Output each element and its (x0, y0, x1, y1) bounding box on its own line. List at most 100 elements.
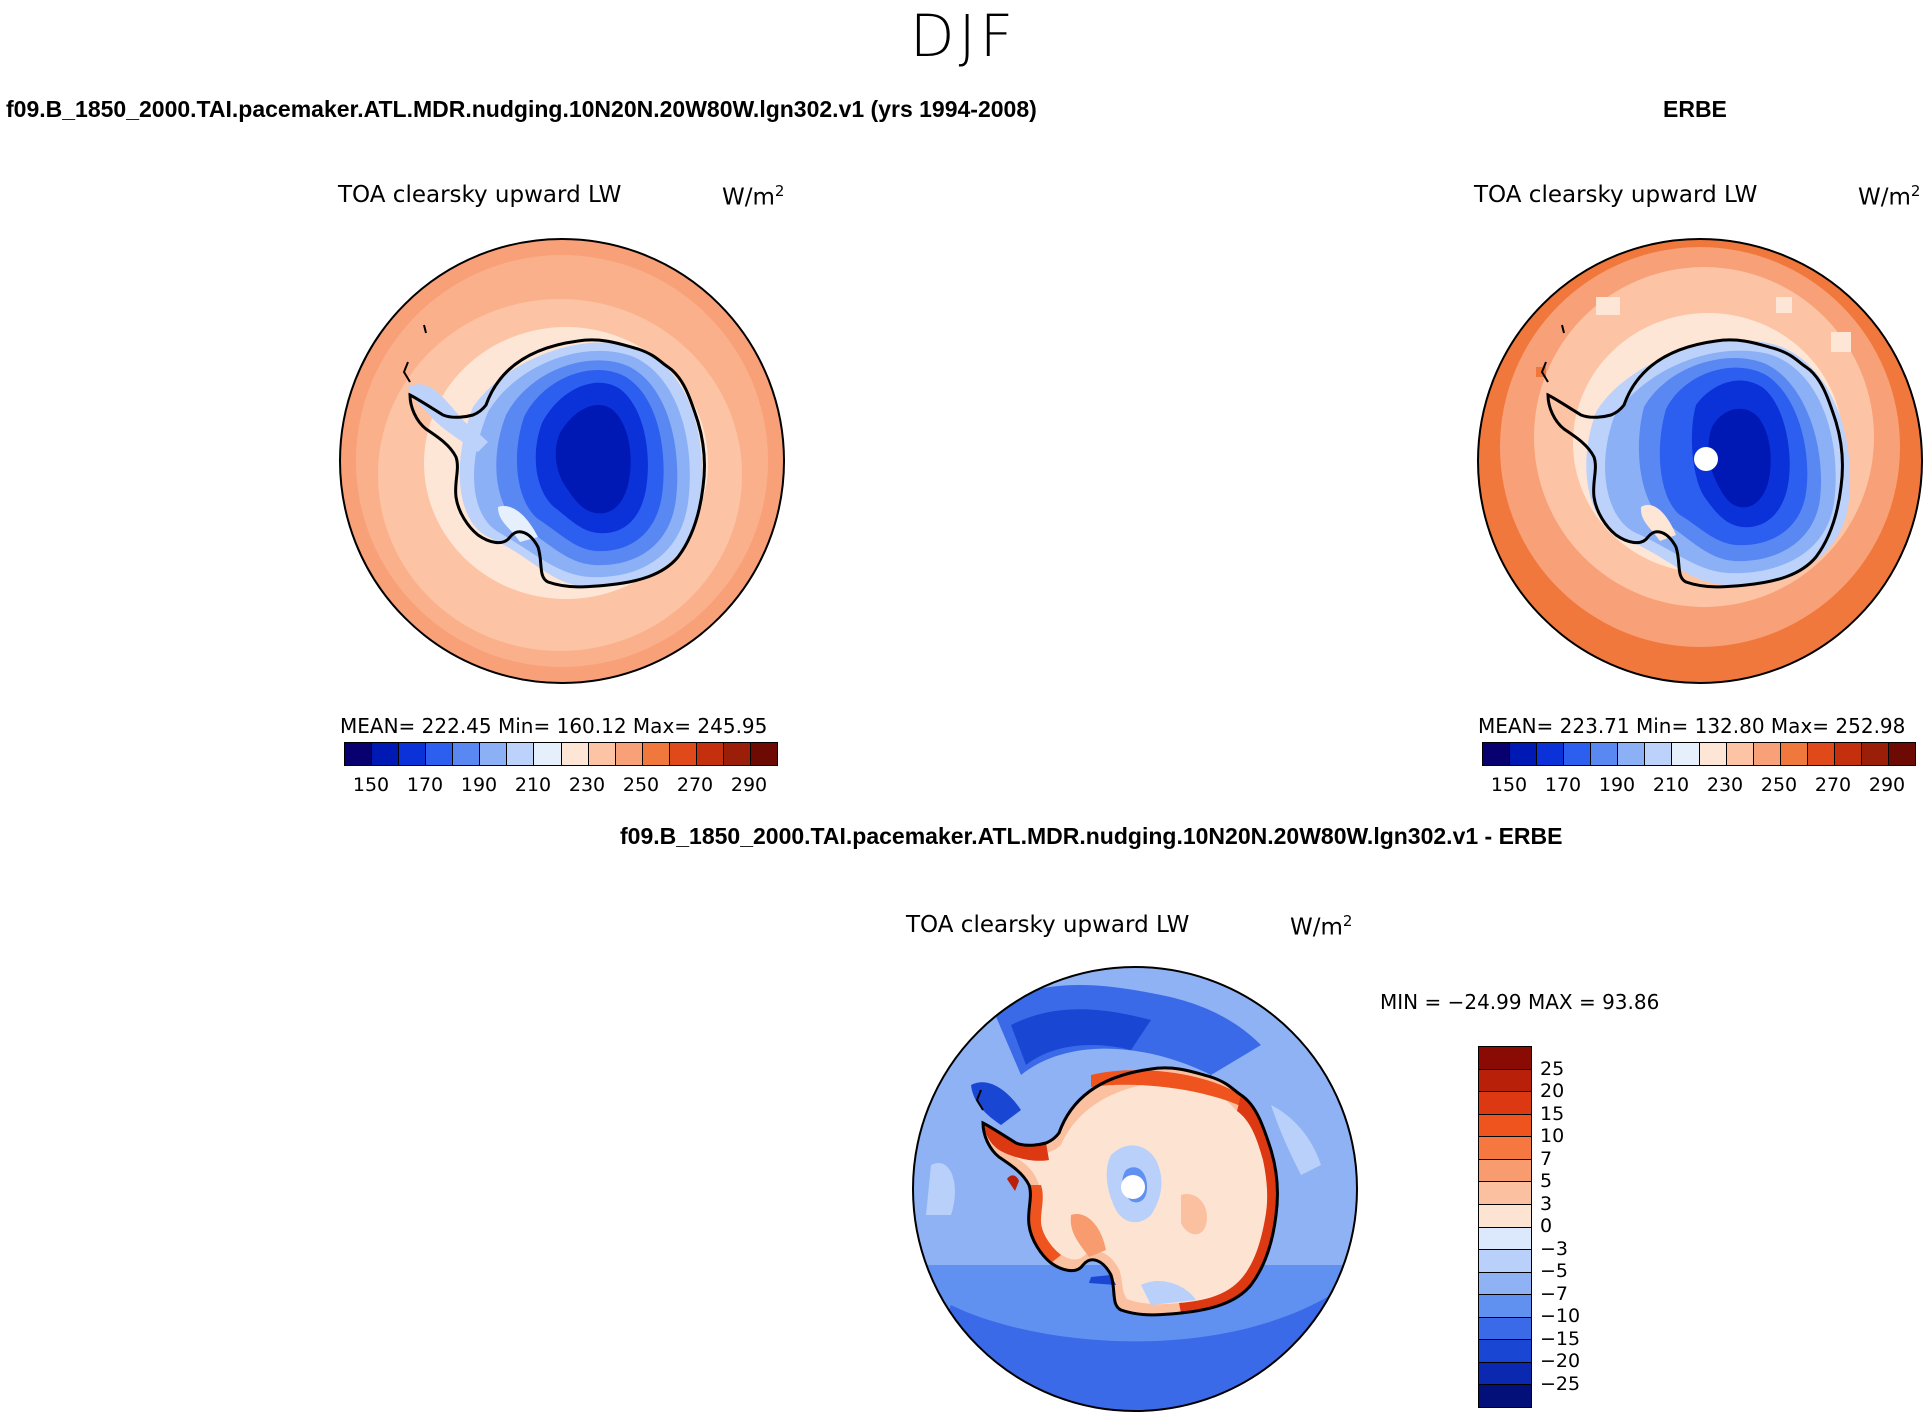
colorbar-tick-label: 230 (568, 774, 606, 796)
colorbar-swatch (1537, 743, 1565, 765)
colorbar-swatch (1753, 743, 1781, 765)
colorbar-swatch (1479, 1385, 1531, 1407)
colorbar-swatch (1861, 743, 1889, 765)
model-colorbar (344, 742, 778, 766)
colorbar-swatch (1672, 743, 1700, 765)
colorbar-swatch (1564, 743, 1592, 765)
colorbar-swatch (345, 743, 373, 765)
colorbar-swatch (1479, 1069, 1531, 1093)
colorbar-swatch (1479, 1114, 1531, 1138)
colorbar-tick-label: 150 (1490, 774, 1528, 796)
colorbar-tick-label: 20 (1540, 1080, 1565, 1102)
diff-colorbar (1478, 1046, 1532, 1408)
model-panel-title: TOA clearsky upward LW (338, 182, 622, 208)
colorbar-swatch (1726, 743, 1754, 765)
colorbar-swatch (1807, 743, 1835, 765)
colorbar-tick-label: −3 (1540, 1237, 1569, 1260)
colorbar-swatch (1479, 1182, 1531, 1205)
colorbar-tick-label: 5 (1540, 1170, 1553, 1192)
colorbar-tick-label: 25 (1540, 1057, 1565, 1080)
colorbar-swatch (1479, 1159, 1531, 1183)
colorbar-tick-label: 250 (1760, 774, 1798, 796)
colorbar-tick-label: −7 (1540, 1282, 1569, 1305)
colorbar-swatch (1699, 743, 1727, 765)
obs-stats: MEAN= 223.71 Min= 132.80 Max= 252.98 (1478, 714, 1906, 738)
colorbar-swatch (669, 743, 697, 765)
colorbar-tick-label: −20 (1540, 1350, 1581, 1372)
colorbar-swatch (615, 743, 643, 765)
colorbar-tick-label: 0 (1540, 1215, 1553, 1237)
colorbar-swatch (1479, 1137, 1531, 1160)
colorbar-swatch (1479, 1340, 1531, 1363)
colorbar-swatch (1479, 1250, 1531, 1273)
model-units: W/m2 (722, 182, 785, 211)
colorbar-swatch (1618, 743, 1646, 765)
diff-colorbar-labels: 25 20 15 10 7 5 3 0 −3 −5 −7 −10 −15 −20 −25 (1540, 1046, 1600, 1406)
colorbar-tick-label: 290 (730, 774, 768, 796)
colorbar-tick-label: −15 (1540, 1327, 1581, 1350)
colorbar-swatch (1479, 1092, 1531, 1115)
model-stats: MEAN= 222.45 Min= 160.12 Max= 245.95 (340, 714, 768, 738)
colorbar-tick-label: 250 (622, 774, 660, 796)
colorbar-tick-label: 210 (1652, 774, 1690, 796)
colorbar-swatch (723, 743, 751, 765)
colorbar-swatch (399, 743, 427, 765)
model-colorbar-labels: 150 170 190 210 230 250 270 290 (344, 774, 776, 798)
model-case-title: f09.B_1850_2000.TAI.pacemaker.ATL.MDR.nu… (6, 96, 1037, 122)
colorbar-tick-label: −25 (1540, 1372, 1581, 1395)
colorbar-tick-label: −5 (1540, 1260, 1569, 1282)
obs-units: W/m2 (1858, 182, 1921, 211)
colorbar-tick-label: 15 (1540, 1102, 1565, 1125)
colorbar-swatch (1479, 1362, 1531, 1386)
colorbar-swatch (1591, 743, 1619, 765)
diff-polar-map (912, 966, 1358, 1412)
colorbar-swatch (453, 743, 481, 765)
colorbar-tick-label: 150 (352, 774, 390, 796)
colorbar-tick-label: 190 (1598, 774, 1636, 796)
colorbar-swatch (1888, 743, 1915, 765)
colorbar-swatch (372, 743, 400, 765)
colorbar-swatch (561, 743, 589, 765)
colorbar-swatch (1479, 1295, 1531, 1318)
colorbar-tick-label: 230 (1706, 774, 1744, 796)
colorbar-tick-label: 190 (460, 774, 498, 796)
colorbar-tick-label: 270 (1814, 774, 1852, 796)
colorbar-swatch (426, 743, 454, 765)
obs-polar-map (1477, 238, 1923, 684)
colorbar-swatch (696, 743, 724, 765)
colorbar-swatch (1645, 743, 1673, 765)
colorbar-swatch (1479, 1317, 1531, 1341)
colorbar-swatch (1780, 743, 1808, 765)
colorbar-tick-label: 7 (1540, 1147, 1553, 1170)
colorbar-tick-label: 210 (514, 774, 552, 796)
colorbar-swatch (1479, 1204, 1531, 1228)
colorbar-tick-label: 3 (1540, 1192, 1553, 1215)
diff-stats: MIN = −24.99 MAX = 93.86 (1380, 990, 1660, 1014)
model-polar-map (339, 238, 785, 684)
colorbar-swatch (1479, 1272, 1531, 1296)
colorbar-tick-label: 270 (676, 774, 714, 796)
colorbar-swatch (588, 743, 616, 765)
diff-case-title: f09.B_1850_2000.TAI.pacemaker.ATL.MDR.nu… (620, 823, 1563, 849)
colorbar-swatch (1483, 743, 1511, 765)
diff-panel-title: TOA clearsky upward LW (906, 912, 1190, 938)
diff-units: W/m2 (1290, 912, 1353, 941)
colorbar-swatch (750, 743, 777, 765)
colorbar-swatch (507, 743, 535, 765)
colorbar-swatch (1510, 743, 1538, 765)
colorbar-tick-label: 10 (1540, 1125, 1565, 1147)
season-title: DJF (909, 2, 1018, 70)
colorbar-tick-label: −10 (1540, 1305, 1581, 1327)
colorbar-swatch (642, 743, 670, 765)
colorbar-tick-label: 170 (406, 774, 444, 796)
obs-panel-title: TOA clearsky upward LW (1474, 182, 1758, 208)
colorbar-swatch (1834, 743, 1862, 765)
obs-colorbar (1482, 742, 1916, 766)
colorbar-tick-label: 290 (1868, 774, 1906, 796)
colorbar-swatch (1479, 1047, 1531, 1070)
colorbar-swatch (534, 743, 562, 765)
obs-colorbar-labels: 150 170 190 210 230 250 270 290 (1482, 774, 1914, 798)
colorbar-tick-label: 170 (1544, 774, 1582, 796)
colorbar-swatch (480, 743, 508, 765)
obs-case-title: ERBE (1663, 96, 1727, 122)
